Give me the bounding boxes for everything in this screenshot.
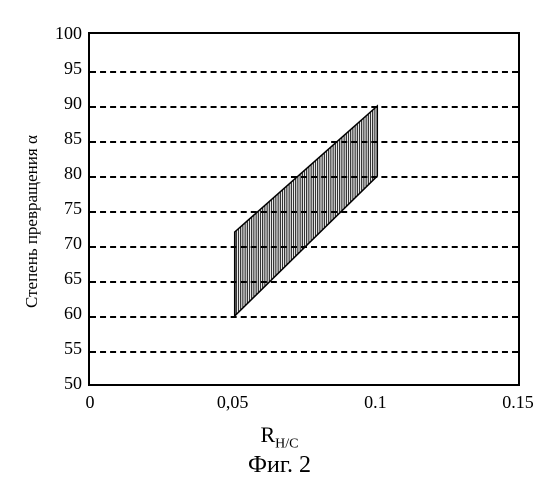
figure-caption: Фиг. 2	[0, 452, 559, 479]
y-tick-label: 70	[42, 233, 82, 254]
x-tick-label: 0.1	[345, 392, 405, 413]
gridline	[90, 316, 518, 318]
figure: Степень превращения α RH/C Фиг. 2 50 55 60…	[0, 0, 559, 500]
plot-area	[88, 32, 520, 386]
x-tick-label: 0.15	[488, 392, 548, 413]
y-tick-label: 100	[42, 23, 82, 44]
y-tick-label: 95	[42, 58, 82, 79]
gridline	[90, 246, 518, 248]
gridline	[90, 176, 518, 178]
y-axis-label: Степень превращения α	[22, 135, 42, 308]
y-tick-label: 85	[42, 128, 82, 149]
y-tick-label: 90	[42, 93, 82, 114]
gridline	[90, 351, 518, 353]
gridline	[90, 141, 518, 143]
y-tick-label: 75	[42, 198, 82, 219]
gridline	[90, 71, 518, 73]
y-tick-label: 80	[42, 163, 82, 184]
y-tick-label: 55	[42, 338, 82, 359]
y-tick-label: 60	[42, 303, 82, 324]
x-tick-label: 0,05	[203, 392, 263, 413]
x-tick-label: 0	[60, 392, 120, 413]
gridline	[90, 281, 518, 283]
gridline	[90, 106, 518, 108]
y-tick-label: 65	[42, 268, 82, 289]
x-axis-label: RH/C	[0, 422, 559, 452]
y-tick-label: 50	[42, 373, 82, 394]
gridline	[90, 211, 518, 213]
